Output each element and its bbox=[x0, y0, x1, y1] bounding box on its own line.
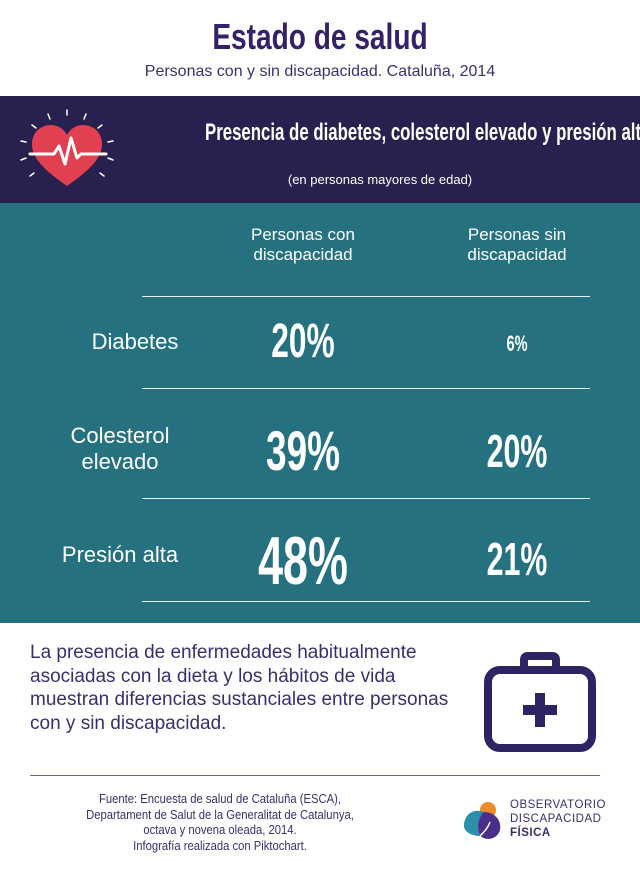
value-sin-presion: 21% bbox=[486, 533, 548, 585]
row-label-presion: Presión alta bbox=[61, 542, 179, 567]
data-panel bbox=[0, 203, 640, 623]
page-title: Estado de salud bbox=[212, 16, 428, 57]
section-note: (en personas mayores de edad) bbox=[287, 172, 473, 187]
row-label-colesterol: Colesterol elevado bbox=[70, 423, 170, 474]
value-con-colesterol: 39% bbox=[266, 419, 340, 482]
row-label-diabetes: Diabetes bbox=[91, 329, 179, 354]
row-divider bbox=[142, 296, 590, 297]
row-divider bbox=[142, 388, 590, 389]
heart-pulse-icon bbox=[20, 109, 114, 186]
page-subtitle: Personas con y sin discapacidad. Cataluñ… bbox=[144, 63, 496, 80]
section-title: Presencia de diabetes, colesterol elevad… bbox=[205, 119, 640, 146]
value-sin-colesterol: 20% bbox=[486, 425, 548, 477]
footer-line: Fuente: Encuesta de salud de Cataluña (E… bbox=[98, 792, 342, 806]
value-con-diabetes: 20% bbox=[271, 315, 335, 368]
column-header-sin: Personas sin discapacidad bbox=[467, 225, 567, 264]
footer-line: Infografía realizada con Piktochart. bbox=[133, 838, 307, 853]
summary-text: La presencia de enfermedades habitualmen… bbox=[30, 642, 449, 734]
column-header-con: Personas con discapacidad bbox=[251, 225, 355, 264]
section-banner bbox=[0, 96, 640, 203]
footer-line: Departament de Salut de la Generalitat d… bbox=[86, 807, 354, 822]
logo-mark-icon bbox=[464, 802, 501, 839]
observatorio-logo: OBSERVATORIO DISCAPACIDAD FÍSICA bbox=[456, 794, 632, 844]
row-divider bbox=[142, 498, 590, 499]
row-divider bbox=[142, 601, 590, 602]
logo-line: DISCAPACIDAD bbox=[510, 813, 602, 825]
value-con-presion: 48% bbox=[258, 523, 348, 599]
logo-line: FÍSICA bbox=[510, 827, 551, 839]
footer-line: octava y novena oleada, 2014. bbox=[143, 823, 297, 837]
source-footer: Fuente: Encuesta de salud de Cataluña (E… bbox=[40, 792, 400, 854]
value-sin-diabetes: 6% bbox=[506, 331, 528, 356]
logo-line: OBSERVATORIO bbox=[510, 799, 606, 811]
first-aid-kit-icon bbox=[484, 652, 596, 752]
logo-text: OBSERVATORIO DISCAPACIDAD FÍSICA bbox=[510, 798, 606, 840]
bottom-divider bbox=[30, 775, 600, 776]
